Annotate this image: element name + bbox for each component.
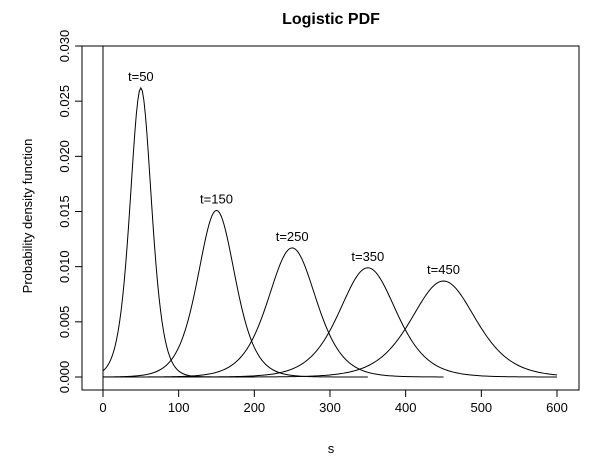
x-tick-label: 400 bbox=[395, 400, 417, 415]
x-tick-label: 300 bbox=[319, 400, 341, 415]
curve-label: t=450 bbox=[427, 262, 460, 277]
x-axis-label: s bbox=[328, 441, 335, 456]
x-tick-label: 600 bbox=[546, 400, 568, 415]
curve-label: t=50 bbox=[128, 69, 154, 84]
curve-label: t=350 bbox=[351, 249, 384, 264]
y-tick-label: 0.010 bbox=[57, 250, 72, 283]
x-axis: 0 100 200 300 400 500 600 bbox=[99, 389, 568, 415]
y-tick-label: 0.005 bbox=[57, 306, 72, 339]
y-tick-label: 0.025 bbox=[57, 85, 72, 118]
curve-series-2 bbox=[102, 209, 368, 378]
chart-title: Logistic PDF bbox=[282, 11, 380, 28]
plot-frame bbox=[81, 45, 580, 391]
x-tick-label: 100 bbox=[168, 400, 190, 415]
x-tick-label: 200 bbox=[243, 400, 265, 415]
curve-label: t=250 bbox=[276, 229, 309, 244]
y-tick-label: 0.020 bbox=[57, 140, 72, 173]
y-tick-label: 0.015 bbox=[57, 195, 72, 228]
curves bbox=[102, 86, 558, 378]
curve-series-1 bbox=[102, 86, 255, 378]
x-tick-label: 0 bbox=[99, 400, 106, 415]
y-axis: 0.000 0.005 0.010 0.015 0.020 0.025 0.030 bbox=[57, 30, 83, 394]
curve-series-5 bbox=[103, 280, 558, 378]
y-tick-label: 0.030 bbox=[57, 30, 72, 63]
curve-label: t=150 bbox=[200, 191, 233, 206]
curve-labels: t=50 t=150 t=250 t=350 t=450 bbox=[128, 69, 460, 277]
y-axis-label: Probability density function bbox=[20, 139, 35, 294]
x-tick-label: 500 bbox=[470, 400, 492, 415]
curve-series-3 bbox=[103, 247, 444, 378]
y-tick-label: 0.000 bbox=[57, 361, 72, 394]
